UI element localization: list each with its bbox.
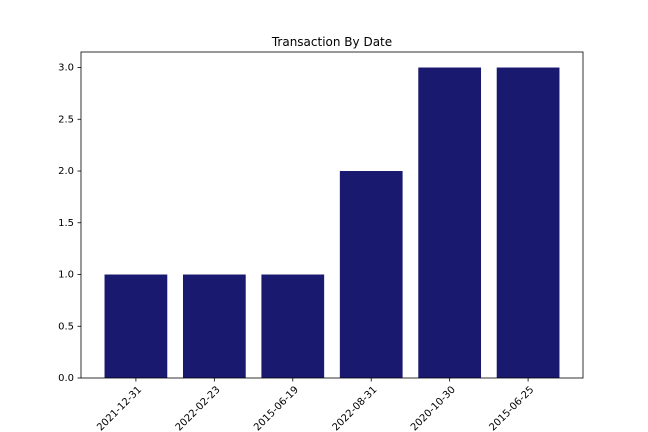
bar-2022-08-31 [339, 171, 403, 378]
y-tick-label: 3.0 [58, 63, 74, 74]
plot-frame [80, 51, 584, 379]
x-tick-label: 2020-10-30 [409, 384, 458, 432]
bar-2020-10-30 [418, 67, 482, 379]
y-tick-label: 0.5 [58, 321, 74, 332]
bar-2022-02-23 [182, 274, 246, 378]
y-tick-label: 2.5 [58, 114, 74, 125]
chart-title: Transaction By Date [271, 35, 392, 49]
x-tick-label: 2022-02-23 [174, 384, 223, 432]
bar-group [104, 67, 560, 379]
y-tick-label: 1.0 [58, 270, 74, 281]
bar-2015-06-25 [496, 67, 560, 379]
y-tick-label: 1.5 [58, 218, 74, 229]
x-tick-label: 2015-06-25 [487, 384, 536, 432]
x-tick-label: 2022-08-31 [331, 384, 380, 432]
x-tick-label: 2021-12-31 [95, 384, 144, 432]
y-tick-label: 0.0 [58, 373, 74, 384]
bar-2021-12-31 [104, 274, 168, 378]
x-tick-label: 2015-06-19 [252, 384, 301, 432]
y-tick-label: 2.0 [58, 166, 74, 177]
y-axis: 0.0 0.5 1.0 1.5 2.0 2.5 3.0 [58, 63, 81, 384]
x-axis: 2021-12-31 2022-02-23 2015-06-19 2022-08-31… [95, 378, 536, 432]
bar-2015-06-19 [261, 274, 325, 378]
